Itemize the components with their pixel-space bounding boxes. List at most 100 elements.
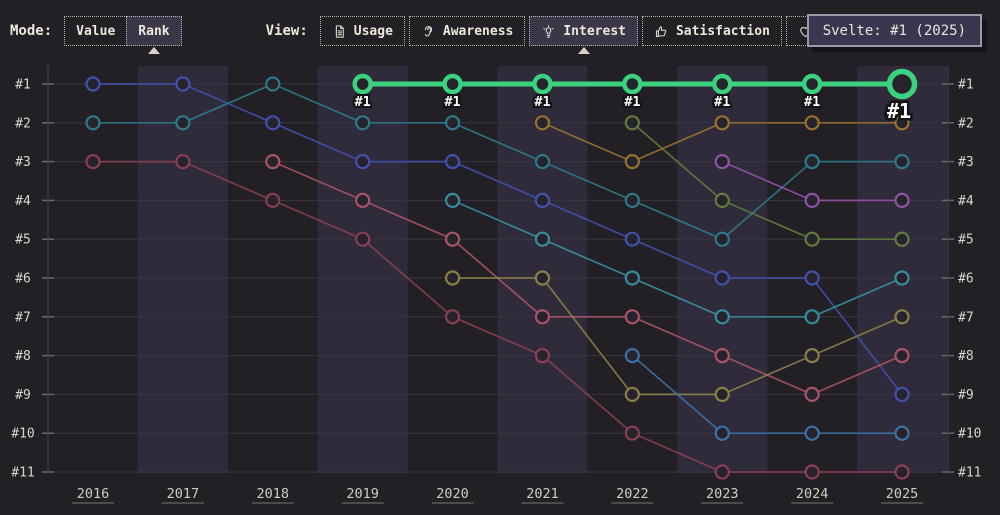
series-steel-blue-point-2025[interactable] bbox=[894, 425, 910, 441]
series-royal-blue-point-2024[interactable] bbox=[804, 270, 820, 286]
year-label-2016[interactable]: 2016 bbox=[77, 486, 110, 502]
series-olive-green-point-2022[interactable] bbox=[624, 115, 640, 131]
year-label-2018[interactable]: 2018 bbox=[257, 486, 290, 502]
series-amber-brown-point-2023[interactable] bbox=[714, 115, 730, 131]
series-maroon-point-2018[interactable] bbox=[265, 192, 281, 208]
mode-option-rank[interactable]: Rank bbox=[126, 16, 182, 46]
series-steel-blue-point-2022[interactable] bbox=[624, 348, 640, 364]
year-label-2024[interactable]: 2024 bbox=[796, 486, 829, 502]
series-royal-blue-point-2020[interactable] bbox=[444, 154, 461, 170]
series-royal-blue-point-2021[interactable] bbox=[534, 192, 551, 208]
series-royal-blue-point-2017[interactable] bbox=[175, 76, 191, 92]
series-maroon-point-2020[interactable] bbox=[444, 309, 461, 325]
series-maroon-point-2016[interactable] bbox=[85, 154, 101, 170]
series-maroon-point-2025[interactable] bbox=[894, 464, 910, 480]
series-steel-blue-point-2024[interactable] bbox=[804, 425, 820, 441]
series-maroon-point-2023[interactable] bbox=[714, 464, 730, 480]
series-teal-point-2025[interactable] bbox=[894, 154, 910, 170]
series-green-highlight-point-2024[interactable] bbox=[801, 73, 823, 95]
series-olive-green-line[interactable] bbox=[631, 122, 903, 241]
series-steel-blue-point-2023[interactable] bbox=[714, 425, 730, 441]
view-option-usage[interactable]: Usage bbox=[319, 16, 405, 46]
series-rose-point-2018[interactable] bbox=[265, 154, 281, 170]
series-teal-point-2020[interactable] bbox=[444, 115, 461, 131]
series-green-highlight-point-2019[interactable] bbox=[352, 73, 373, 95]
year-label-2025[interactable]: 2025 bbox=[886, 486, 919, 502]
series-olive-green-point-2024[interactable] bbox=[804, 231, 820, 247]
series-khaki-point-2025[interactable] bbox=[894, 309, 910, 325]
series-rose-line[interactable] bbox=[272, 160, 903, 396]
series-royal-blue-point-2022[interactable] bbox=[624, 231, 640, 247]
series-rose-point-2023[interactable] bbox=[714, 348, 730, 364]
series-cyan-point-2021[interactable] bbox=[534, 231, 551, 247]
view-option-satisfaction[interactable]: Satisfaction bbox=[641, 16, 782, 46]
series-cyan-point-2023[interactable] bbox=[714, 309, 730, 325]
series-royal-blue-point-2016[interactable] bbox=[85, 76, 101, 92]
series-teal-point-2016[interactable] bbox=[85, 115, 101, 131]
series-cyan-line[interactable] bbox=[452, 199, 903, 318]
series-teal-point-2021[interactable] bbox=[534, 154, 551, 170]
year-label-2019[interactable]: 2019 bbox=[346, 486, 379, 502]
series-green-highlight-point-2025[interactable] bbox=[886, 68, 918, 100]
view-option-interest[interactable]: Interest bbox=[529, 16, 638, 46]
series-khaki-point-2024[interactable] bbox=[804, 348, 820, 364]
series-maroon-line[interactable] bbox=[93, 160, 903, 473]
series-rose-point-2020[interactable] bbox=[444, 231, 461, 247]
series-teal-point-2023[interactable] bbox=[714, 231, 730, 247]
rank-label-left-10: #10 bbox=[11, 427, 34, 442]
series-maroon-point-2022[interactable] bbox=[624, 425, 640, 441]
series-olive-green-point-2023[interactable] bbox=[714, 192, 730, 208]
series-teal-point-2019[interactable] bbox=[355, 115, 371, 131]
year-label-2017[interactable]: 2017 bbox=[167, 486, 200, 502]
year-label-2021[interactable]: 2021 bbox=[526, 486, 559, 502]
series-olive-green-point-2025[interactable] bbox=[894, 231, 910, 247]
series-royal-blue-point-2019[interactable] bbox=[355, 154, 371, 170]
series-steel-blue-line[interactable] bbox=[631, 354, 903, 435]
series-cyan-point-2025[interactable] bbox=[894, 270, 910, 286]
year-label-2022[interactable]: 2022 bbox=[616, 486, 649, 502]
series-rose-point-2021[interactable] bbox=[534, 309, 551, 325]
view-option-awareness[interactable]: Awareness bbox=[408, 16, 526, 46]
series-amber-brown-point-2024[interactable] bbox=[804, 115, 820, 131]
view-option-label: Interest bbox=[563, 23, 626, 39]
series-khaki-point-2023[interactable] bbox=[714, 386, 730, 402]
series-green-highlight-point-2022[interactable] bbox=[622, 73, 643, 95]
series-cyan-point-2020[interactable] bbox=[444, 192, 461, 208]
series-royal-blue-point-2018[interactable] bbox=[265, 115, 281, 131]
series-royal-blue-point-2025[interactable] bbox=[894, 386, 910, 402]
series-maroon-point-2024[interactable] bbox=[804, 464, 820, 480]
year-label-2020[interactable]: 2020 bbox=[436, 486, 469, 502]
series-green-highlight-point-2021[interactable] bbox=[532, 73, 553, 95]
series-maroon-point-2017[interactable] bbox=[175, 154, 191, 170]
series-teal-point-2024[interactable] bbox=[804, 154, 820, 170]
series-maroon-point-2021[interactable] bbox=[534, 348, 551, 364]
series-green-highlight-point-2020[interactable] bbox=[442, 73, 463, 95]
series-rose-point-2019[interactable] bbox=[355, 192, 371, 208]
series-teal-point-2017[interactable] bbox=[175, 115, 191, 131]
series-purple-point-2025[interactable] bbox=[894, 192, 910, 208]
series-amber-brown-point-2021[interactable] bbox=[534, 115, 551, 131]
mode-option-value[interactable]: Value bbox=[64, 16, 128, 46]
view-label: View: bbox=[265, 23, 308, 39]
series-purple-point-2024[interactable] bbox=[804, 192, 820, 208]
series-rose-point-2024[interactable] bbox=[804, 386, 820, 402]
series-teal-line[interactable] bbox=[93, 83, 903, 241]
series-rose-point-2022[interactable] bbox=[624, 309, 640, 325]
rank-label-left-1: #1 bbox=[15, 78, 31, 93]
year-label-2023[interactable]: 2023 bbox=[706, 486, 739, 502]
series-khaki-point-2020[interactable] bbox=[444, 270, 461, 286]
series-amber-brown-point-2025[interactable] bbox=[894, 115, 910, 131]
series-purple-point-2023[interactable] bbox=[714, 154, 730, 170]
series-amber-brown-point-2022[interactable] bbox=[624, 154, 640, 170]
series-khaki-point-2022[interactable] bbox=[624, 386, 640, 402]
series-khaki-point-2021[interactable] bbox=[534, 270, 551, 286]
series-green-highlight-point-2023[interactable] bbox=[712, 73, 733, 95]
series-cyan-point-2024[interactable] bbox=[804, 309, 820, 325]
series-cyan-point-2022[interactable] bbox=[624, 270, 640, 286]
series-rose-point-2025[interactable] bbox=[894, 348, 910, 364]
series-maroon-point-2019[interactable] bbox=[355, 231, 371, 247]
series-teal-point-2018[interactable] bbox=[265, 76, 281, 92]
series-royal-blue-point-2023[interactable] bbox=[714, 270, 730, 286]
series-teal-point-2022[interactable] bbox=[624, 192, 640, 208]
rank-label-right-10: #10 bbox=[958, 427, 981, 442]
